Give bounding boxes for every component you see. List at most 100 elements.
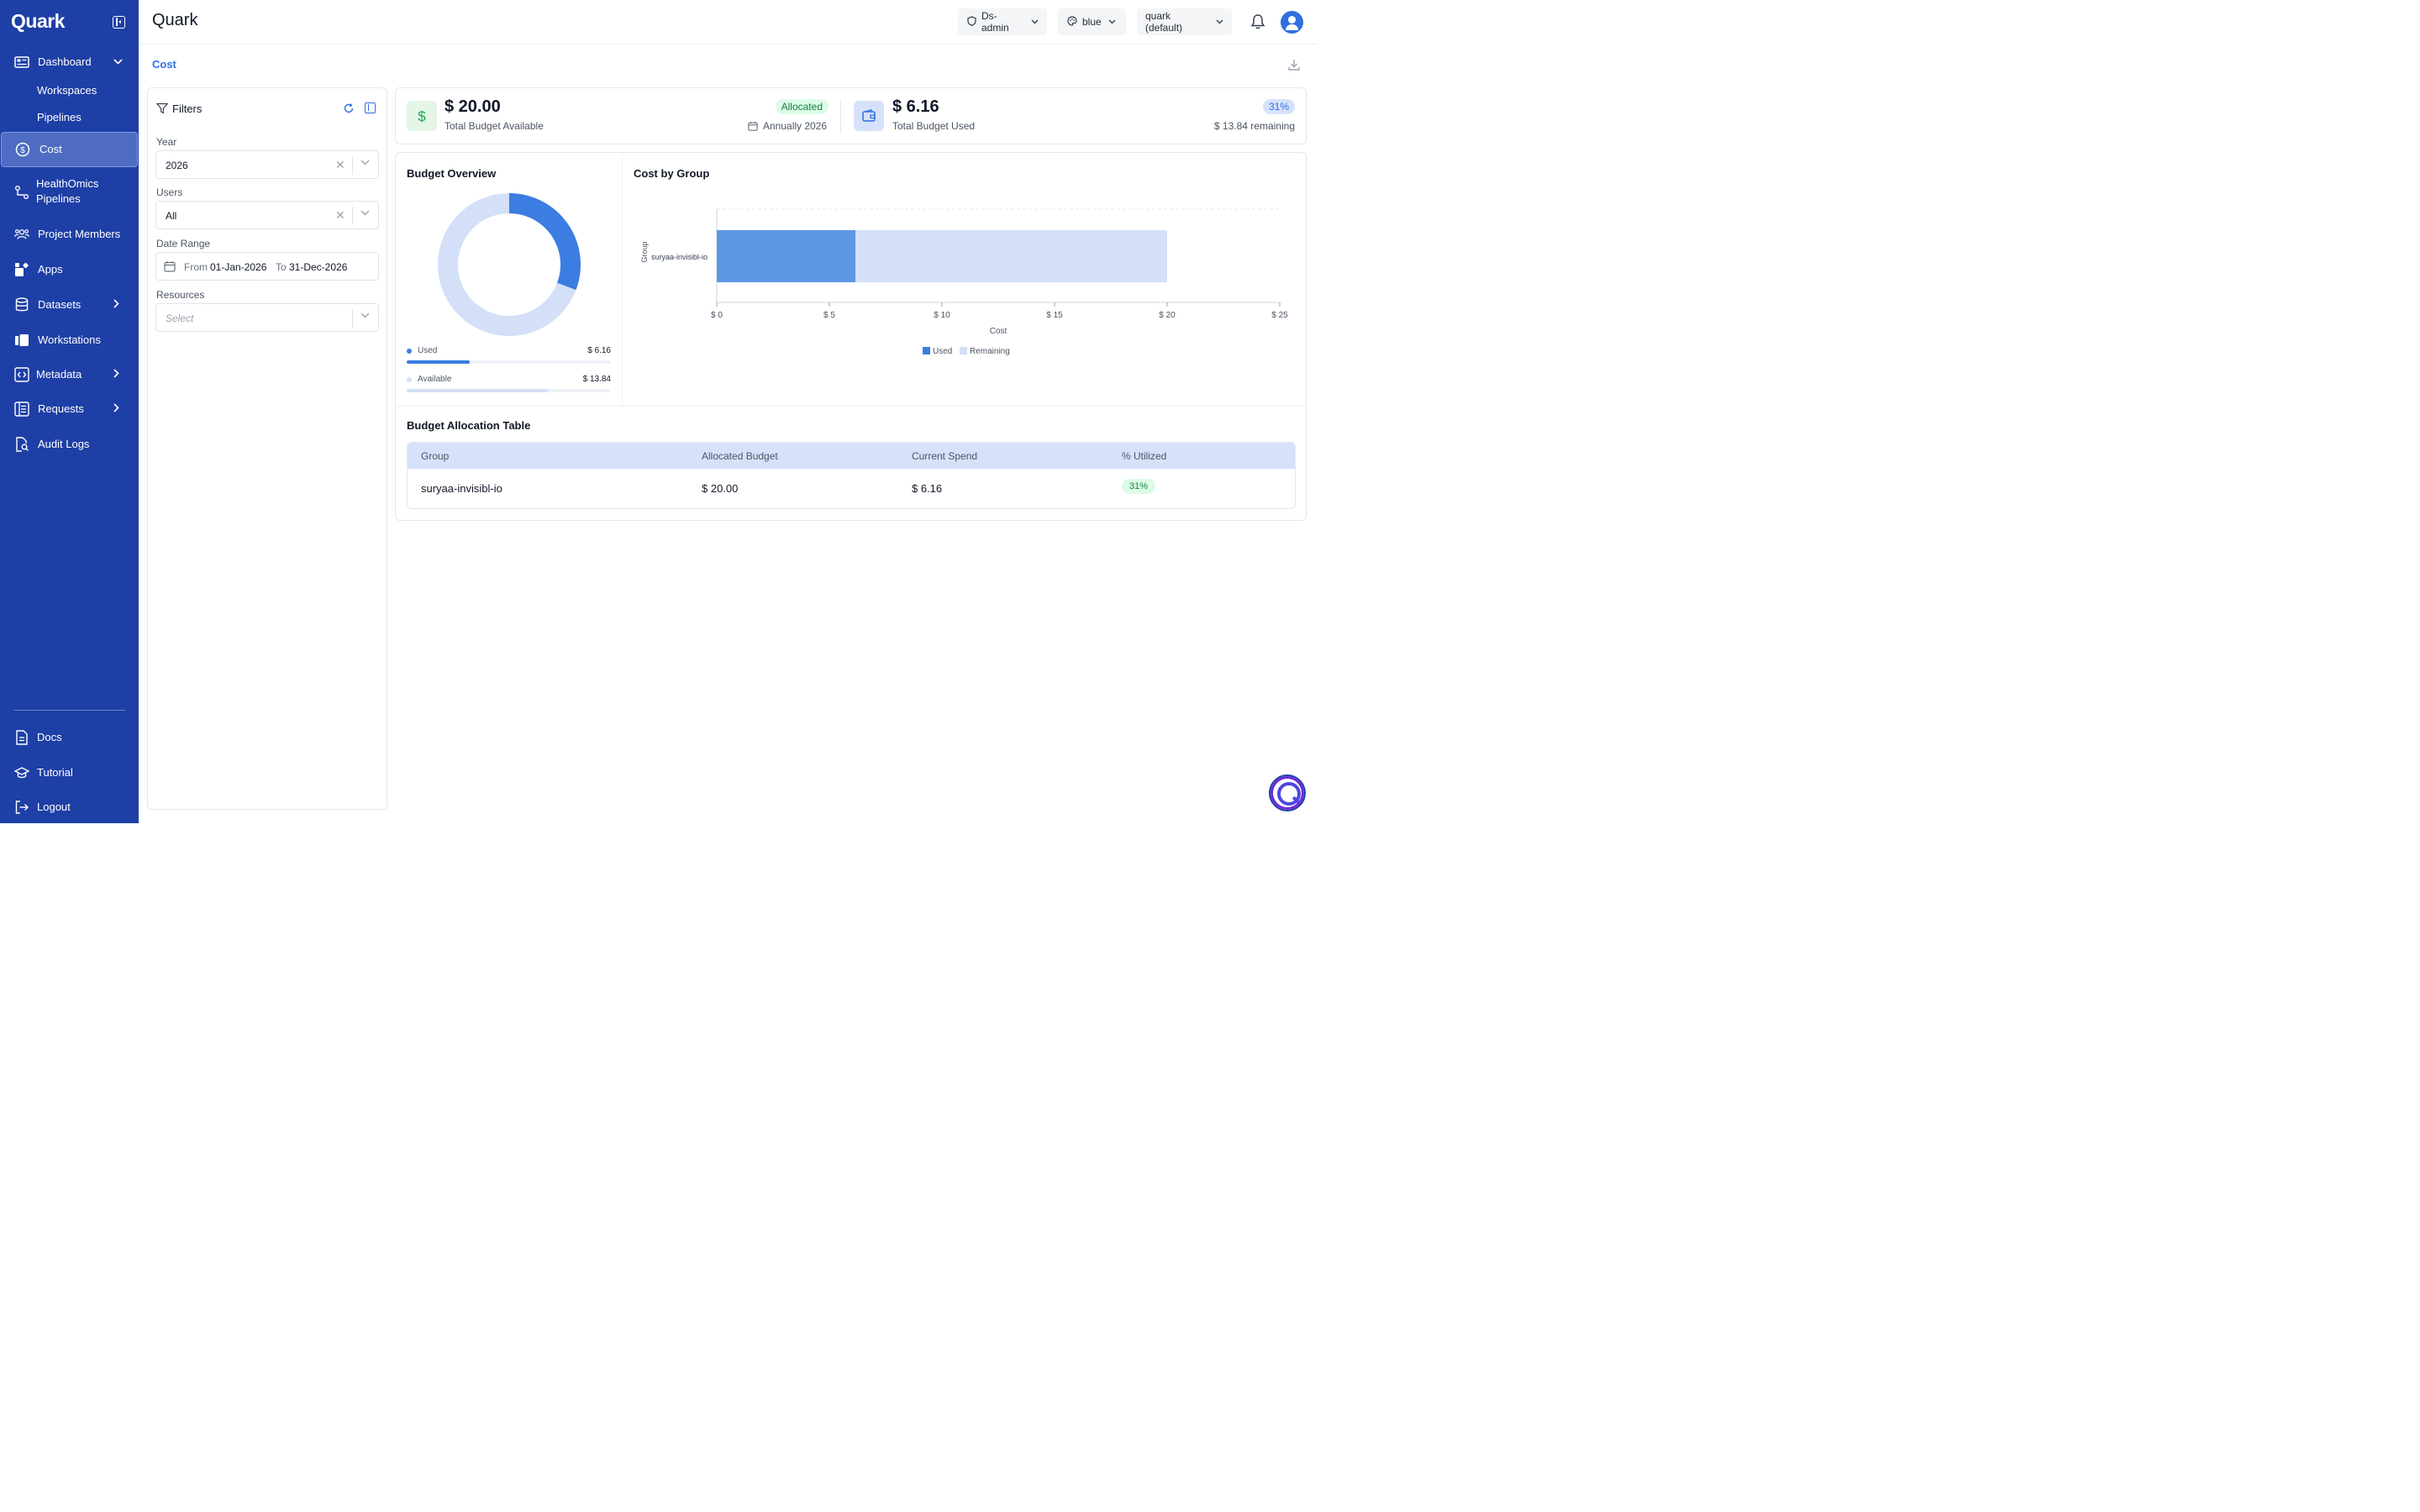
logout-icon [14,800,29,815]
to-date[interactable]: 31-Dec-2026 [289,261,348,273]
sidebar-item-project-members[interactable]: Project Members [0,227,139,242]
sidebar-item-workspaces[interactable]: Workspaces [37,84,97,97]
chevron-down-icon [1031,18,1039,26]
total-used-value: $ 6.16 [892,97,939,116]
bar-used [717,230,856,282]
chevron-down-icon[interactable] [360,312,370,321]
sidebar-item-dashboard[interactable]: Dashboard [0,55,139,70]
clear-icon[interactable]: ✕ [335,208,345,222]
sidebar-item-label: Datasets [38,298,82,311]
date-range-picker[interactable]: From 01-Jan-2026 To 31-Dec-2026 [155,252,379,281]
remaining-text: $ 13.84 remaining [1213,120,1295,132]
sidebar-item-workstations[interactable]: Workstations [0,333,139,348]
sidebar-item-label: Cost [39,143,62,155]
legend-available-value: $ 13.84 [582,375,611,384]
code-icon [14,367,29,382]
chevron-right-icon [113,369,119,381]
calendar-icon [164,260,176,275]
role-selector[interactable]: Ds-admin [958,8,1047,35]
year-select[interactable]: 2026 ✕ [155,150,379,179]
progress-fill-available [407,389,549,392]
year-value: 2026 [166,160,188,171]
sidebar-item-datasets[interactable]: Datasets [0,297,139,312]
bell-icon[interactable] [1250,13,1265,30]
sidebar-item-label-line2: Pipelines [36,192,81,205]
from-label: From [184,261,208,273]
app-logo: Quark [11,10,65,32]
resources-placeholder: Select [166,312,194,324]
user-avatar[interactable] [1281,11,1303,34]
sidebar-item-healthomics-pipelines[interactable]: HealthOmics Pipelines [0,176,139,208]
apps-icon [14,262,29,277]
chevron-right-icon [113,403,119,415]
pipeline-nodes-icon [14,185,29,200]
used-percent-badge: 31% [1262,99,1295,114]
sidebar-item-apps[interactable]: Apps [0,262,139,277]
progress-track [407,389,611,392]
svg-text:$: $ [20,146,25,155]
refresh-icon[interactable] [343,102,355,114]
y-tick-label: suryaa-invisibl-io [651,253,708,261]
sidebar-item-logout[interactable]: Logout [0,800,139,815]
filters-panel: Filters Year 2026 ✕ Users All ✕ Date Ran… [147,87,387,810]
cost-by-group-title: Cost by Group [634,167,710,180]
resources-select[interactable]: Select [155,303,379,332]
sidebar-item-label: Audit Logs [38,438,90,450]
cell-utilized-badge: 31% [1122,479,1156,494]
sidebar-item-pipelines[interactable]: Pipelines [37,111,82,123]
dashboard-icon [14,55,29,70]
allocation-table-title: Budget Allocation Table [407,419,531,432]
users-select[interactable]: All ✕ [155,201,379,229]
project-label: quark (default) [1145,10,1183,34]
sidebar-collapse-icon[interactable] [113,16,125,29]
sidebar-item-label-line1: HealthOmics [36,177,99,190]
resources-label: Resources [156,289,205,301]
sidebar-item-metadata[interactable]: Metadata [0,367,139,382]
legend-label-used: Used [933,347,952,356]
sidebar-item-tutorial[interactable]: Tutorial [0,765,139,780]
project-selector[interactable]: quark (default) [1137,8,1232,35]
top-header: Quark Ds-admin blue quark (default) [139,0,1318,45]
legend-used-value: $ 6.16 [587,346,611,355]
sidebar-item-audit-logs[interactable]: Audit Logs [0,437,139,452]
cell-spend: $ 6.16 [912,482,943,495]
budget-summary-card: $ $ 20.00 Total Budget Available Allocat… [395,87,1307,144]
chevron-right-icon [113,299,119,311]
chevron-down-icon[interactable] [360,209,370,218]
dollar-icon: $ [407,101,437,131]
x-tick-label: $ 15 [1046,311,1063,320]
column-header: Allocated Budget [702,450,778,462]
app-title: Quark [152,11,198,29]
cell-group: suryaa-invisibl-io [421,482,502,495]
users-label: Users [156,186,183,198]
theme-label: blue [1082,16,1102,28]
total-budget-value: $ 20.00 [445,97,501,116]
budget-overview-title: Budget Overview [407,167,497,180]
sidebar-item-docs[interactable]: Docs [0,730,139,745]
sidebar-item-label: Docs [37,731,62,743]
assistant-launcher-icon[interactable] [1269,774,1306,811]
budget-allocation-table: Group Allocated Budget Current Spend % U… [407,442,1296,509]
users-icon [14,227,29,242]
download-icon[interactable] [1287,58,1301,71]
chevron-down-icon[interactable] [360,159,370,168]
sidebar-item-label: Tutorial [37,766,73,779]
filters-title: Filters [172,102,203,115]
from-date[interactable]: 01-Jan-2026 [210,261,267,273]
sidebar-item-requests[interactable]: Requests [0,402,139,417]
budget-period-text: Annually 2026 [763,120,828,132]
chevron-down-icon [113,57,123,67]
legend-used-label: Used [418,346,438,355]
charts-card: Budget Overview Used $ 6.16 Available $ … [395,152,1307,521]
sidebar-item-cost[interactable]: $ Cost [1,132,138,167]
collapse-panel-icon[interactable] [365,102,376,113]
legend-available-label: Available [418,375,452,384]
theme-selector[interactable]: blue [1058,8,1126,35]
clear-icon[interactable]: ✕ [335,158,345,171]
select-separator [352,309,353,328]
to-label: To [276,261,287,273]
donut-slice-available [438,193,576,336]
y-axis-title: Group [640,241,649,262]
workstation-icon [14,333,29,348]
legend-swatch-remaining [960,347,967,354]
